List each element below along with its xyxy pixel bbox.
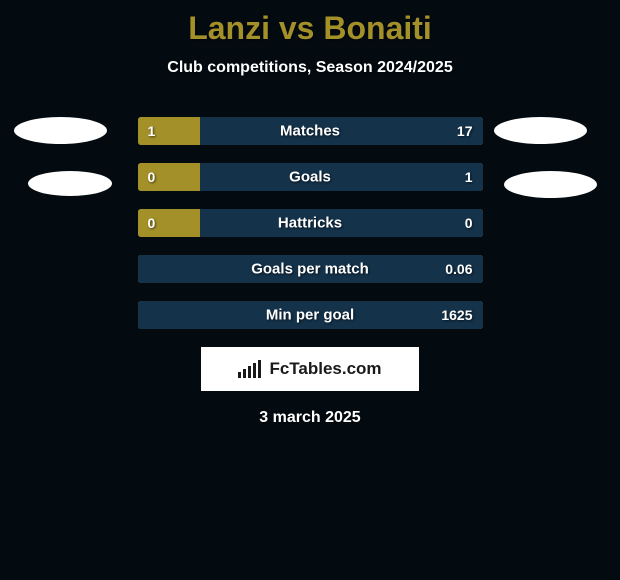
stat-value-left: 1: [148, 123, 156, 139]
logo-bar-segment: [238, 372, 241, 378]
stat-value-left: 0: [148, 215, 156, 231]
stat-label: Matches: [280, 123, 340, 140]
stat-row: 0 1 Goals: [138, 163, 483, 191]
stat-value-right: 17: [457, 123, 473, 139]
stat-value-right: 0: [465, 215, 473, 231]
stat-label: Hattricks: [278, 215, 342, 232]
date-text: 3 march 2025: [10, 409, 610, 427]
chart-area: 1 17 Matches 0 1 Goals 0 0 Hattricks 0.06 Goals pe…: [0, 117, 620, 427]
chart-container: Lanzi vs Bonaiti Club competitions, Seas…: [0, 0, 620, 580]
stat-fill-right: [200, 163, 483, 191]
stat-value-right: 0.06: [445, 261, 472, 277]
logo-box: FcTables.com: [201, 347, 419, 391]
stat-row: 0.06 Goals per match: [138, 255, 483, 283]
subtitle: Club competitions, Season 2024/2025: [0, 59, 620, 77]
stat-row: 1625 Min per goal: [138, 301, 483, 329]
stat-row: 1 17 Matches: [138, 117, 483, 145]
stat-label: Goals: [289, 169, 331, 186]
logo-text: FcTables.com: [269, 359, 381, 379]
stat-value-right: 1: [465, 169, 473, 185]
stat-value-left: 0: [148, 169, 156, 185]
stat-row: 0 0 Hattricks: [138, 209, 483, 237]
stat-label: Goals per match: [251, 261, 369, 278]
stat-value-right: 1625: [441, 307, 472, 323]
logo-bar-segment: [243, 369, 246, 378]
logo-bar-segment: [253, 363, 256, 378]
logo-bar-segment: [248, 366, 251, 378]
barchart-icon: [238, 360, 263, 378]
stat-label: Min per goal: [266, 307, 354, 324]
logo-bar-segment: [258, 360, 261, 378]
stat-fill-right: [200, 117, 483, 145]
page-title: Lanzi vs Bonaiti: [0, 0, 620, 47]
